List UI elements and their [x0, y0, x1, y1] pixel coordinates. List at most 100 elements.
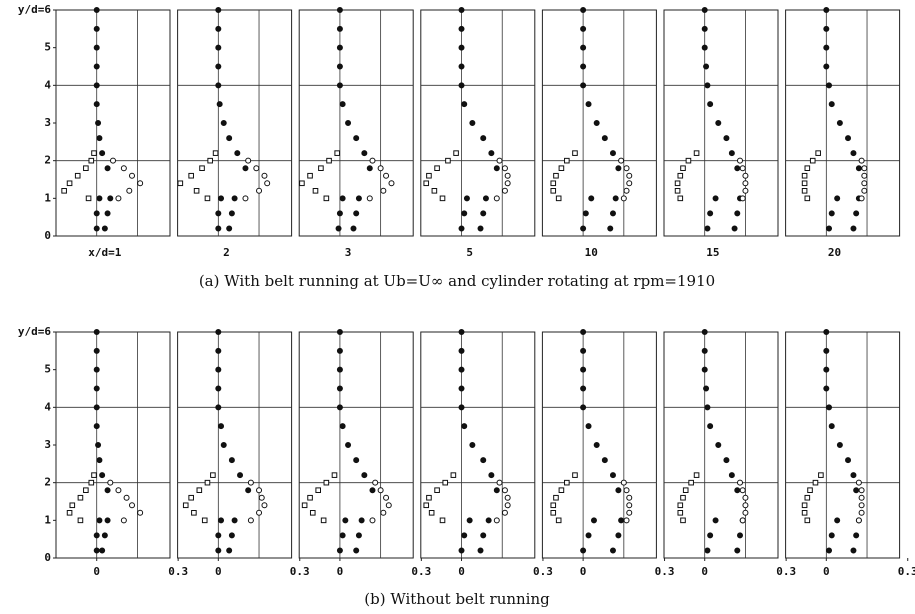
- marker: [593, 442, 600, 448]
- marker: [234, 150, 241, 157]
- marker: [501, 187, 508, 194]
- marker: [801, 510, 808, 516]
- marker: [858, 502, 865, 509]
- marker: [815, 150, 821, 156]
- marker: [96, 457, 103, 464]
- marker: [458, 7, 465, 13]
- marker: [853, 532, 860, 539]
- marker: [469, 120, 476, 126]
- marker: [264, 180, 271, 187]
- marker: [88, 479, 95, 486]
- marker: [723, 135, 730, 142]
- marker: [850, 225, 857, 232]
- marker: [826, 547, 833, 554]
- marker: [588, 195, 595, 202]
- panel-label: x/d=1: [88, 246, 121, 259]
- panel-frame: [55, 331, 171, 559]
- marker: [388, 180, 395, 187]
- marker: [812, 479, 819, 486]
- marker: [450, 472, 457, 478]
- marker: [580, 225, 587, 232]
- marker: [623, 165, 630, 172]
- marker: [836, 120, 843, 126]
- marker: [426, 494, 432, 501]
- marker: [91, 472, 97, 478]
- marker: [61, 188, 67, 194]
- marker: [501, 487, 508, 494]
- x-tick-label: 0: [215, 565, 222, 578]
- marker: [823, 366, 830, 373]
- marker: [480, 210, 487, 217]
- marker: [237, 472, 244, 479]
- marker: [353, 457, 360, 464]
- panel-frame: [298, 9, 414, 237]
- panel-frame: [541, 331, 657, 559]
- marker: [318, 165, 324, 171]
- marker: [855, 165, 862, 172]
- y-tick-label: 2: [44, 476, 51, 489]
- marker: [555, 195, 562, 202]
- marker: [458, 547, 465, 554]
- marker: [336, 547, 343, 554]
- marker: [804, 165, 811, 171]
- marker: [77, 494, 84, 501]
- marker: [307, 494, 313, 501]
- marker: [823, 44, 830, 51]
- marker: [355, 195, 362, 202]
- marker: [309, 510, 316, 516]
- x-tick-label: 0.3: [655, 565, 675, 578]
- marker: [247, 479, 254, 486]
- marker: [728, 472, 735, 479]
- marker: [193, 188, 200, 194]
- marker: [69, 502, 76, 509]
- marker: [853, 487, 860, 494]
- marker: [204, 195, 211, 202]
- marker: [201, 517, 208, 524]
- marker: [742, 180, 749, 187]
- marker: [818, 472, 824, 478]
- marker: [580, 329, 587, 335]
- marker: [674, 188, 681, 194]
- marker: [703, 385, 710, 392]
- marker: [615, 165, 622, 172]
- marker: [618, 517, 625, 524]
- marker: [704, 82, 711, 89]
- marker: [245, 157, 252, 164]
- marker: [580, 7, 587, 13]
- marker: [458, 82, 465, 89]
- marker: [93, 423, 100, 430]
- marker: [320, 517, 327, 524]
- marker: [93, 385, 100, 392]
- marker: [428, 510, 435, 516]
- marker: [336, 385, 343, 392]
- marker: [355, 532, 362, 539]
- marker: [861, 172, 868, 179]
- marker: [590, 517, 597, 524]
- x-tick-label: 0.3: [898, 565, 915, 578]
- marker: [723, 457, 730, 464]
- marker: [731, 225, 738, 232]
- marker: [335, 225, 342, 232]
- marker: [618, 157, 625, 164]
- marker: [218, 195, 225, 202]
- marker: [601, 135, 608, 142]
- marker: [580, 82, 587, 89]
- marker: [580, 366, 587, 373]
- marker: [828, 532, 835, 539]
- marker: [850, 547, 857, 554]
- marker: [215, 404, 222, 411]
- marker: [199, 165, 205, 171]
- marker: [703, 63, 710, 70]
- y-tick-label: 4: [44, 400, 51, 413]
- marker: [95, 120, 102, 126]
- marker: [95, 442, 102, 448]
- marker: [212, 150, 219, 156]
- caption: (a) With belt running at Ub=U∞ and cylin…: [199, 272, 715, 290]
- marker: [488, 150, 495, 157]
- marker: [826, 82, 833, 89]
- marker: [442, 479, 449, 486]
- marker: [366, 195, 373, 202]
- marker: [550, 510, 557, 516]
- marker: [339, 195, 346, 202]
- marker: [215, 63, 222, 70]
